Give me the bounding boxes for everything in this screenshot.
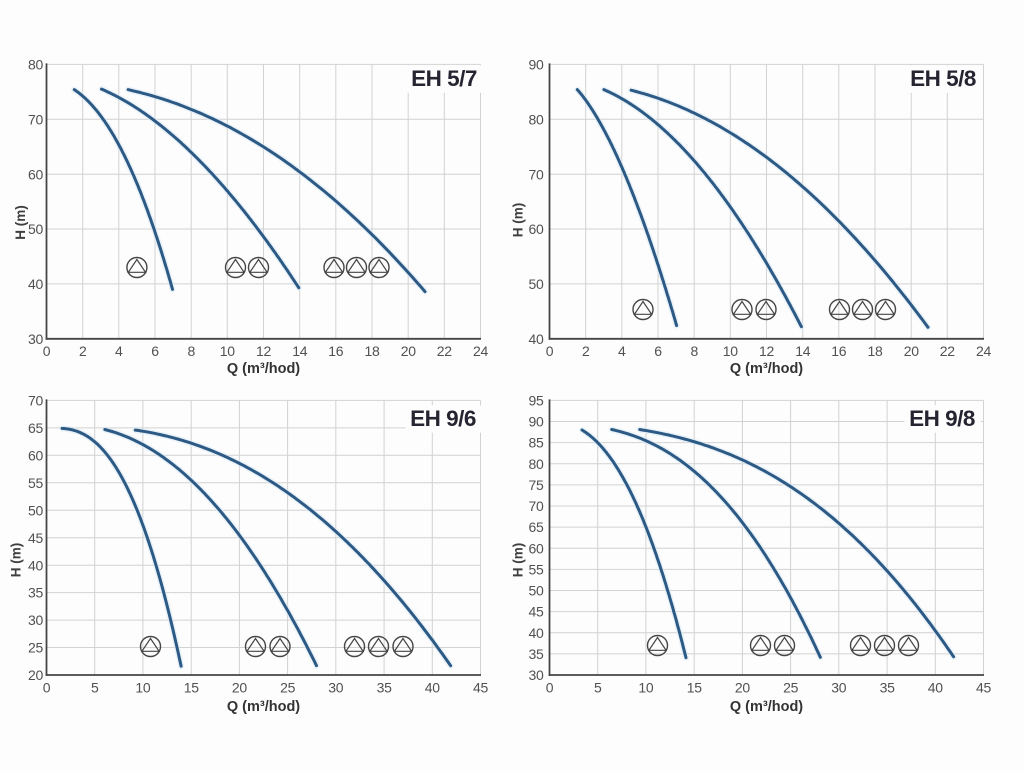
svg-text:70: 70: [529, 498, 544, 514]
svg-text:0: 0: [43, 343, 51, 359]
svg-text:5: 5: [594, 679, 602, 695]
svg-text:20: 20: [232, 679, 247, 695]
svg-text:Q (m³/hod): Q (m³/hod): [730, 361, 803, 377]
svg-text:H (m): H (m): [511, 203, 526, 238]
svg-text:EH 5/8: EH 5/8: [910, 66, 976, 91]
svg-text:Q (m³/hod): Q (m³/hod): [227, 699, 300, 715]
svg-text:40: 40: [529, 625, 544, 641]
svg-text:50: 50: [28, 221, 43, 237]
svg-text:70: 70: [28, 111, 43, 127]
svg-text:60: 60: [529, 540, 544, 556]
svg-text:75: 75: [529, 477, 544, 493]
svg-text:10: 10: [220, 343, 235, 359]
svg-text:5: 5: [91, 679, 99, 695]
svg-text:70: 70: [28, 393, 43, 409]
svg-text:H (m): H (m): [13, 205, 28, 240]
svg-text:50: 50: [28, 502, 43, 518]
svg-text:6: 6: [151, 343, 159, 359]
svg-text:15: 15: [184, 679, 199, 695]
svg-text:20: 20: [401, 343, 416, 359]
svg-text:EH 9/8: EH 9/8: [909, 406, 975, 431]
svg-text:18: 18: [868, 343, 883, 359]
svg-text:10: 10: [723, 343, 738, 359]
svg-text:45: 45: [976, 679, 991, 695]
svg-text:55: 55: [529, 562, 544, 578]
svg-text:80: 80: [529, 456, 544, 472]
svg-text:20: 20: [735, 679, 750, 695]
svg-text:45: 45: [529, 604, 544, 620]
svg-text:20: 20: [28, 667, 43, 683]
svg-text:22: 22: [437, 343, 452, 359]
svg-text:15: 15: [687, 679, 702, 695]
svg-text:40: 40: [28, 276, 43, 292]
svg-text:35: 35: [880, 679, 895, 695]
svg-text:40: 40: [529, 331, 544, 347]
svg-text:60: 60: [28, 166, 43, 182]
svg-text:10: 10: [638, 679, 653, 695]
svg-text:12: 12: [256, 343, 271, 359]
svg-text:H (m): H (m): [9, 543, 24, 578]
svg-text:35: 35: [529, 646, 544, 662]
svg-text:40: 40: [928, 679, 943, 695]
svg-text:95: 95: [529, 393, 544, 409]
svg-text:90: 90: [529, 57, 544, 73]
svg-text:2: 2: [79, 343, 87, 359]
svg-text:16: 16: [831, 343, 846, 359]
svg-text:14: 14: [292, 343, 307, 359]
svg-text:2: 2: [582, 343, 590, 359]
svg-text:20: 20: [904, 343, 919, 359]
svg-text:60: 60: [529, 221, 544, 237]
svg-text:35: 35: [377, 679, 392, 695]
svg-text:50: 50: [529, 276, 544, 292]
svg-text:24: 24: [473, 343, 488, 359]
svg-text:35: 35: [28, 585, 43, 601]
svg-text:40: 40: [28, 557, 43, 573]
svg-text:45: 45: [473, 679, 488, 695]
svg-text:16: 16: [328, 343, 343, 359]
svg-text:30: 30: [28, 331, 43, 347]
svg-text:18: 18: [365, 343, 380, 359]
svg-text:55: 55: [28, 475, 43, 491]
svg-text:80: 80: [529, 111, 544, 127]
svg-text:60: 60: [28, 447, 43, 463]
svg-text:10: 10: [135, 679, 150, 695]
svg-text:45: 45: [28, 530, 43, 546]
svg-text:0: 0: [546, 679, 554, 695]
svg-text:25: 25: [280, 679, 295, 695]
svg-text:EH 9/6: EH 9/6: [410, 406, 476, 431]
svg-text:EH 5/7: EH 5/7: [411, 66, 477, 91]
svg-text:70: 70: [529, 166, 544, 182]
svg-text:65: 65: [529, 519, 544, 535]
svg-text:90: 90: [529, 414, 544, 430]
svg-text:0: 0: [546, 343, 554, 359]
svg-text:14: 14: [795, 343, 810, 359]
svg-text:Q (m³/hod): Q (m³/hod): [730, 699, 803, 715]
svg-text:6: 6: [654, 343, 662, 359]
svg-text:30: 30: [28, 612, 43, 628]
svg-text:4: 4: [618, 343, 626, 359]
svg-text:H (m): H (m): [511, 543, 526, 578]
svg-text:40: 40: [425, 679, 440, 695]
svg-text:8: 8: [187, 343, 195, 359]
svg-text:25: 25: [783, 679, 798, 695]
svg-text:30: 30: [328, 679, 343, 695]
svg-text:4: 4: [115, 343, 123, 359]
svg-text:85: 85: [529, 435, 544, 451]
svg-text:0: 0: [43, 679, 51, 695]
svg-text:50: 50: [529, 583, 544, 599]
svg-text:24: 24: [976, 343, 991, 359]
svg-text:30: 30: [831, 679, 846, 695]
svg-text:30: 30: [529, 667, 544, 683]
svg-text:8: 8: [690, 343, 698, 359]
svg-text:80: 80: [28, 57, 43, 73]
svg-text:65: 65: [28, 420, 43, 436]
svg-text:22: 22: [940, 343, 955, 359]
svg-text:12: 12: [759, 343, 774, 359]
svg-text:Q (m³/hod): Q (m³/hod): [227, 361, 300, 377]
svg-text:25: 25: [28, 640, 43, 656]
